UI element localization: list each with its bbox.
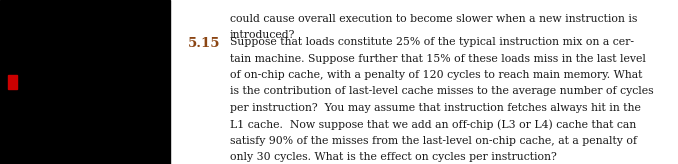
Text: of on-chip cache, with a penalty of 120 cycles to reach main memory. What: of on-chip cache, with a penalty of 120 …: [230, 70, 642, 80]
Text: introduced?: introduced?: [230, 31, 296, 41]
Text: per instruction?  You may assume that instruction fetches always hit in the: per instruction? You may assume that ins…: [230, 103, 641, 113]
Text: L1 cache.  Now suppose that we add an off-chip (L3 or L4) cache that can: L1 cache. Now suppose that we add an off…: [230, 120, 636, 130]
Text: only 30 cycles. What is the effect on cycles per instruction?: only 30 cycles. What is the effect on cy…: [230, 153, 557, 163]
Text: satisfy 90% of the misses from the last-level on-chip cache, at a penalty of: satisfy 90% of the misses from the last-…: [230, 136, 637, 146]
Text: is the contribution of last-level cache misses to the average number of cycles: is the contribution of last-level cache …: [230, 86, 654, 96]
Text: 5.15: 5.15: [188, 37, 220, 50]
Text: Suppose that loads constitute 25% of the typical instruction mix on a cer-: Suppose that loads constitute 25% of the…: [230, 37, 634, 47]
Text: could cause overall execution to become slower when a new instruction is: could cause overall execution to become …: [230, 14, 637, 24]
Bar: [8, 75, 17, 89]
Bar: [0, 0, 170, 164]
Text: tain machine. Suppose further that 15% of these loads miss in the last level: tain machine. Suppose further that 15% o…: [230, 53, 646, 63]
